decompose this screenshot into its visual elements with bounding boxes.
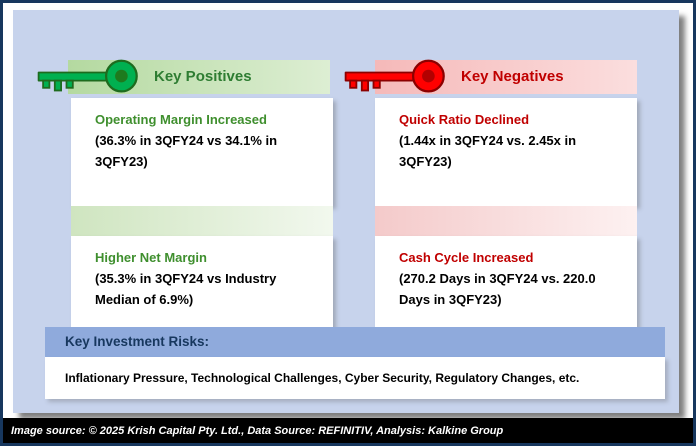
negative-card-title: Cash Cycle Increased xyxy=(399,250,534,265)
negative-card-body: (1.44x in 3QFY24 vs. 2.45x in 3QFY23) xyxy=(399,133,577,169)
positives-header-label: Key Positives xyxy=(154,68,252,85)
negative-card-cash-cycle: Cash Cycle Increased (270.2 Days in 3QFY… xyxy=(375,236,637,332)
positive-card-title: Operating Margin Increased xyxy=(95,112,267,127)
positive-card-net-margin: Higher Net Margin (35.3% in 3QFY24 vs In… xyxy=(71,236,333,332)
negative-card-quick-ratio: Quick Ratio Declined (1.44x in 3QFY24 vs… xyxy=(375,98,637,206)
summary-panel: Key Positives Operating Margin Increased… xyxy=(13,10,679,413)
negatives-divider xyxy=(375,206,637,236)
positive-card-title: Higher Net Margin xyxy=(95,250,207,265)
positives-divider xyxy=(71,206,333,236)
source-attribution-text: Image source: © 2025 Krish Capital Pty. … xyxy=(11,424,504,437)
red-key-icon xyxy=(342,53,450,101)
risks-body-text: Inflationary Pressure, Technological Cha… xyxy=(65,371,580,385)
positive-card-operating-margin: Operating Margin Increased (36.3% in 3QF… xyxy=(71,98,333,206)
negatives-header-label: Key Negatives xyxy=(461,68,564,85)
risks-header: Key Investment Risks: xyxy=(45,327,665,357)
positive-card-body: (36.3% in 3QFY24 vs 34.1% in 3QFY23) xyxy=(95,133,278,169)
risks-body: Inflationary Pressure, Technological Cha… xyxy=(45,357,665,399)
negative-card-body: (270.2 Days in 3QFY24 vs. 220.0 Days in … xyxy=(399,271,596,307)
negative-card-title: Quick Ratio Declined xyxy=(399,112,530,127)
positive-card-body: (35.3% in 3QFY24 vs Industry Median of 6… xyxy=(95,271,277,307)
green-key-icon xyxy=(35,53,143,101)
source-attribution-bar: Image source: © 2025 Krish Capital Pty. … xyxy=(3,418,693,443)
